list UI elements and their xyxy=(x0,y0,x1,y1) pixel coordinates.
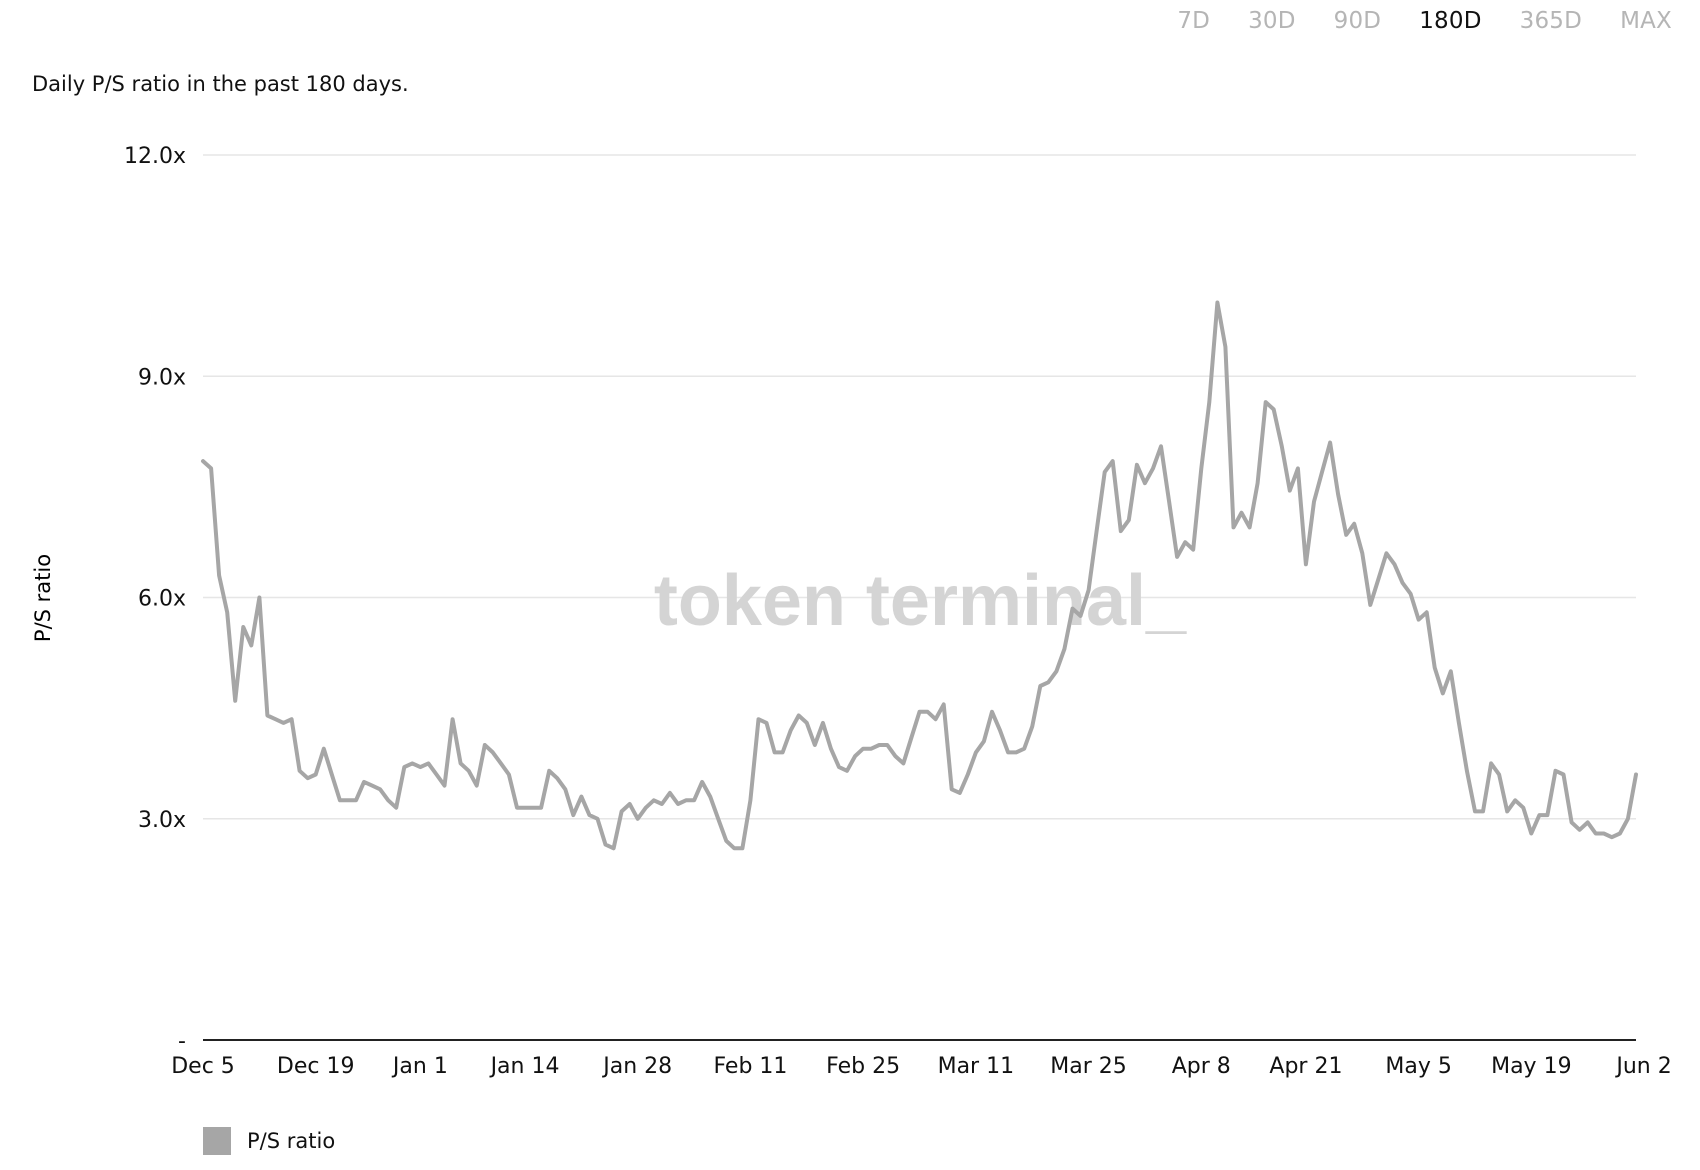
tab-365d[interactable]: 365D xyxy=(1519,8,1583,34)
x-tick-label: Apr 8 xyxy=(1172,1054,1231,1079)
x-tick-label: May 5 xyxy=(1385,1054,1451,1079)
x-tick-label: Jan 1 xyxy=(391,1054,448,1079)
tab-180d[interactable]: 180D xyxy=(1419,8,1482,34)
y-tick-label: 6.0x xyxy=(138,587,186,612)
x-tick-label: Jan 14 xyxy=(489,1054,560,1079)
y-tick-label: 9.0x xyxy=(138,365,186,390)
series-layer xyxy=(201,300,1638,851)
grid-lines xyxy=(203,154,1636,820)
tab-7d[interactable]: 7D xyxy=(1177,8,1211,34)
tab-30d[interactable]: 30D xyxy=(1248,8,1296,34)
x-tick-label: Dec 19 xyxy=(277,1054,355,1079)
x-tick-label: Jan 28 xyxy=(601,1054,672,1079)
x-tick-label: Feb 25 xyxy=(826,1054,900,1079)
x-tick-label: May 19 xyxy=(1491,1054,1571,1079)
x-axis-ticks: Dec 5 Dec 19 Jan 1 Jan 14 Jan 28 Feb 11 Feb 25… xyxy=(171,1054,1672,1079)
watermark: token terminal_ xyxy=(654,561,1187,641)
time-range-tabs: 7D 30D 90D 180D 365D MAX xyxy=(1177,8,1672,34)
tab-max[interactable]: MAX xyxy=(1620,8,1672,34)
x-tick-label: Feb 11 xyxy=(713,1054,787,1079)
x-tick-label: Mar 11 xyxy=(938,1054,1015,1079)
y-tick-label: 12.0x xyxy=(124,144,186,169)
y-axis-label: P/S ratio xyxy=(31,554,55,642)
y-tick-label: - xyxy=(178,1029,186,1054)
x-tick-label: Dec 5 xyxy=(171,1054,235,1079)
chart-legend: P/S ratio xyxy=(203,1127,335,1155)
legend-label: P/S ratio xyxy=(247,1129,336,1153)
y-tick-label: 3.0x xyxy=(138,808,186,833)
x-tick-label: Jun 2 xyxy=(1614,1054,1671,1079)
x-tick-label: Mar 25 xyxy=(1050,1054,1127,1079)
y-axis-ticks: - 3.0x 6.0x 9.0x 12.0x xyxy=(124,144,186,1054)
tab-90d[interactable]: 90D xyxy=(1333,8,1382,34)
x-tick-label: Apr 21 xyxy=(1269,1054,1342,1079)
series-line-ps-ratio[interactable] xyxy=(201,300,1638,851)
legend-swatch[interactable] xyxy=(203,1127,231,1155)
chart-subtitle: Daily P/S ratio in the past 180 days. xyxy=(32,72,409,96)
